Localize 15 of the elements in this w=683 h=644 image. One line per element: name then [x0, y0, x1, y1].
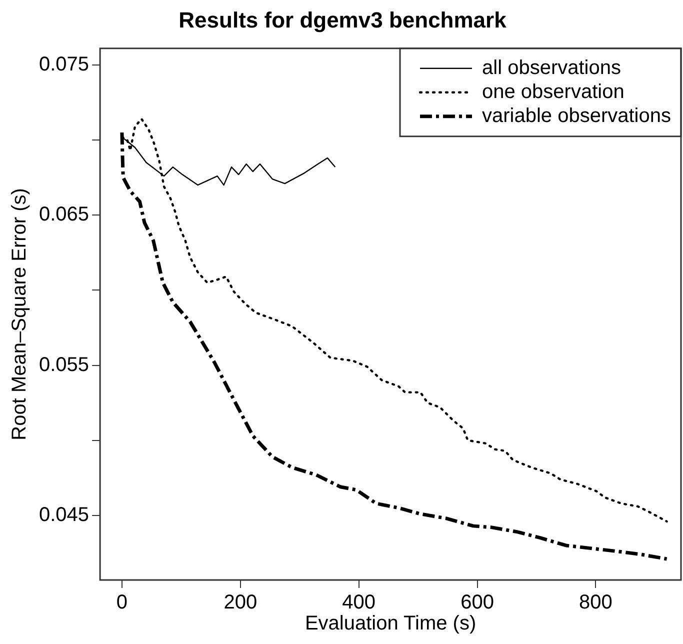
- x-axis-title: Evaluation Time (s): [304, 612, 476, 635]
- y-tick-label: 0.045: [38, 504, 90, 526]
- y-tick-label: 0.075: [38, 53, 90, 76]
- x-tick-label: 200: [224, 592, 258, 614]
- x-tick-label: 600: [460, 592, 494, 614]
- y-axis-title: Root Mean–Square Error (s): [8, 188, 31, 440]
- x-tick-label: 400: [342, 592, 376, 614]
- y-tick-label: 0.065: [38, 204, 90, 226]
- chart-title: Results for dgemv3 benchmark: [178, 7, 508, 32]
- legend-label: variable observations: [482, 104, 672, 127]
- x-tick-label: 0: [116, 592, 128, 614]
- legend-label: all observations: [482, 56, 621, 79]
- y-tick-label: 0.055: [38, 354, 90, 376]
- legend-label: one observation: [482, 80, 624, 103]
- x-tick-label: 800: [579, 592, 612, 614]
